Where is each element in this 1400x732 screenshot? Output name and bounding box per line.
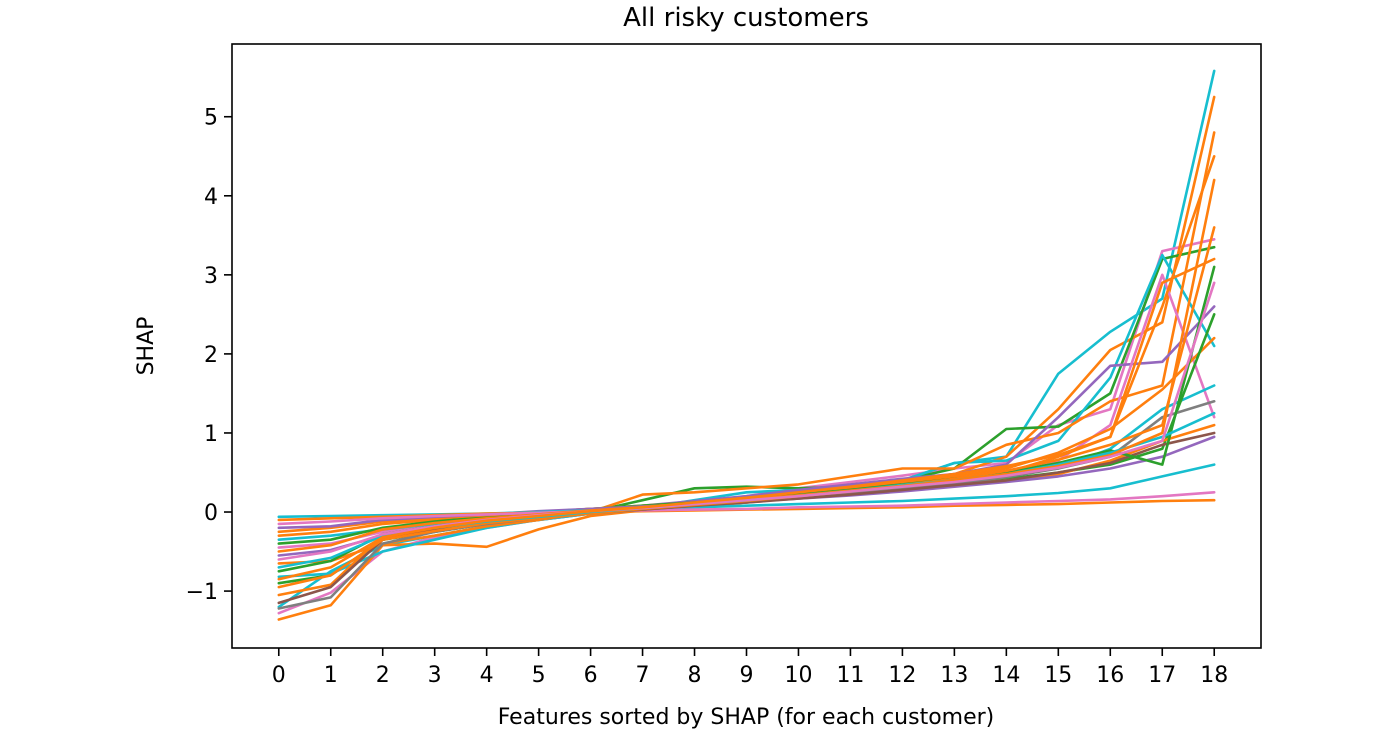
x-tick-label-9: 9 [740,663,754,688]
series-line-23 [277,281,1216,561]
series-line-4 [277,253,1216,579]
x-tick-label-17: 17 [1148,663,1176,688]
y-axis-label: SHAP [134,317,159,376]
series-line-20 [277,226,1216,589]
y-tick-label-3: 2 [204,343,218,368]
y-tick-label-2: 1 [204,422,218,447]
x-tick-label-5: 5 [532,663,546,688]
series-line-16 [277,490,1216,526]
x-tick-label-1: 1 [324,663,338,688]
y-tick-label-6: 5 [204,106,218,131]
x-tick-label-11: 11 [836,663,864,688]
series-line-1 [277,238,1216,615]
x-tick-label-14: 14 [992,663,1020,688]
y-tick-label-0: −1 [186,580,218,605]
x-tick-label-13: 13 [940,663,968,688]
series-line-24 [277,155,1216,581]
x-tick-label-2: 2 [376,663,390,688]
y-tick-label-4: 3 [204,264,218,289]
x-tick-label-15: 15 [1044,663,1072,688]
x-tick-label-6: 6 [584,663,598,688]
y-axis: −1 0 1 2 3 4 5 [186,106,232,605]
x-tick-label-10: 10 [784,663,812,688]
series-line-18 [277,431,1216,605]
y-tick-label-1: 0 [204,501,218,526]
x-tick-label-7: 7 [636,663,650,688]
x-tick-label-8: 8 [688,663,702,688]
x-tick-label-18: 18 [1200,663,1228,688]
plot-area-frame [231,43,1262,649]
x-axis: 0 1 2 3 4 5 6 7 8 9 10 11 12 13 14 15 16 17 18 [272,648,1228,688]
y-tick-label-5: 4 [204,185,218,210]
x-axis-label: Features sorted by SHAP (for each custom… [498,705,995,730]
series-layer [277,69,1216,621]
x-tick-label-4: 4 [480,663,494,688]
series-line-5 [277,131,1216,565]
x-tick-label-16: 16 [1096,663,1124,688]
chart-title: All risky customers [623,3,869,33]
x-tick-label-0: 0 [272,663,286,688]
x-tick-label-12: 12 [888,663,916,688]
x-tick-label-3: 3 [428,663,442,688]
